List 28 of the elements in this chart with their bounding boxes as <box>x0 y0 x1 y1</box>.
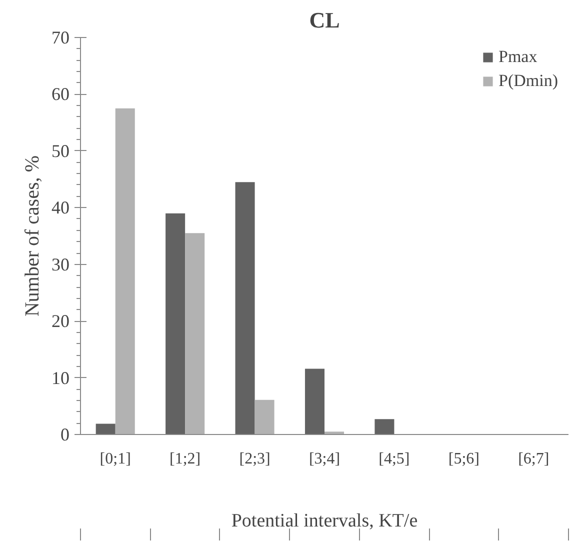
bar <box>166 213 186 434</box>
y-tick-label: 20 <box>52 311 70 332</box>
x-tick-label: [3;4] <box>308 450 340 468</box>
y-tick-label: 40 <box>52 198 70 218</box>
y-tick-label: 50 <box>52 140 70 161</box>
y-tick-label: 70 <box>52 28 70 48</box>
y-tick-label: 60 <box>52 84 70 104</box>
legend-label: Pmax <box>498 47 538 67</box>
x-tick-label: [2;3] <box>239 450 270 468</box>
bar <box>96 424 116 434</box>
y-tick-label: 30 <box>52 254 70 274</box>
bar <box>304 368 324 434</box>
bar <box>254 400 274 434</box>
x-tick-label: [6;7] <box>518 450 550 468</box>
y-tick-label: 10 <box>52 368 70 388</box>
x-tick-label: [5;6] <box>448 450 480 468</box>
x-tick-label: [0;1] <box>100 450 131 468</box>
chart-title: CL <box>309 8 340 32</box>
x-tick-label: [4;5] <box>378 450 410 468</box>
bar <box>235 182 255 434</box>
x-tick-label: [1;2] <box>170 450 201 468</box>
bar <box>374 419 394 434</box>
legend-label: P(Dmin) <box>498 71 558 91</box>
bar <box>185 233 205 434</box>
y-tick-label: 0 <box>60 424 70 444</box>
x-axis-title: Potential intervals, KT/e <box>231 510 418 532</box>
y-axis-title: Number of cases, % <box>22 155 44 317</box>
bar <box>115 108 135 434</box>
